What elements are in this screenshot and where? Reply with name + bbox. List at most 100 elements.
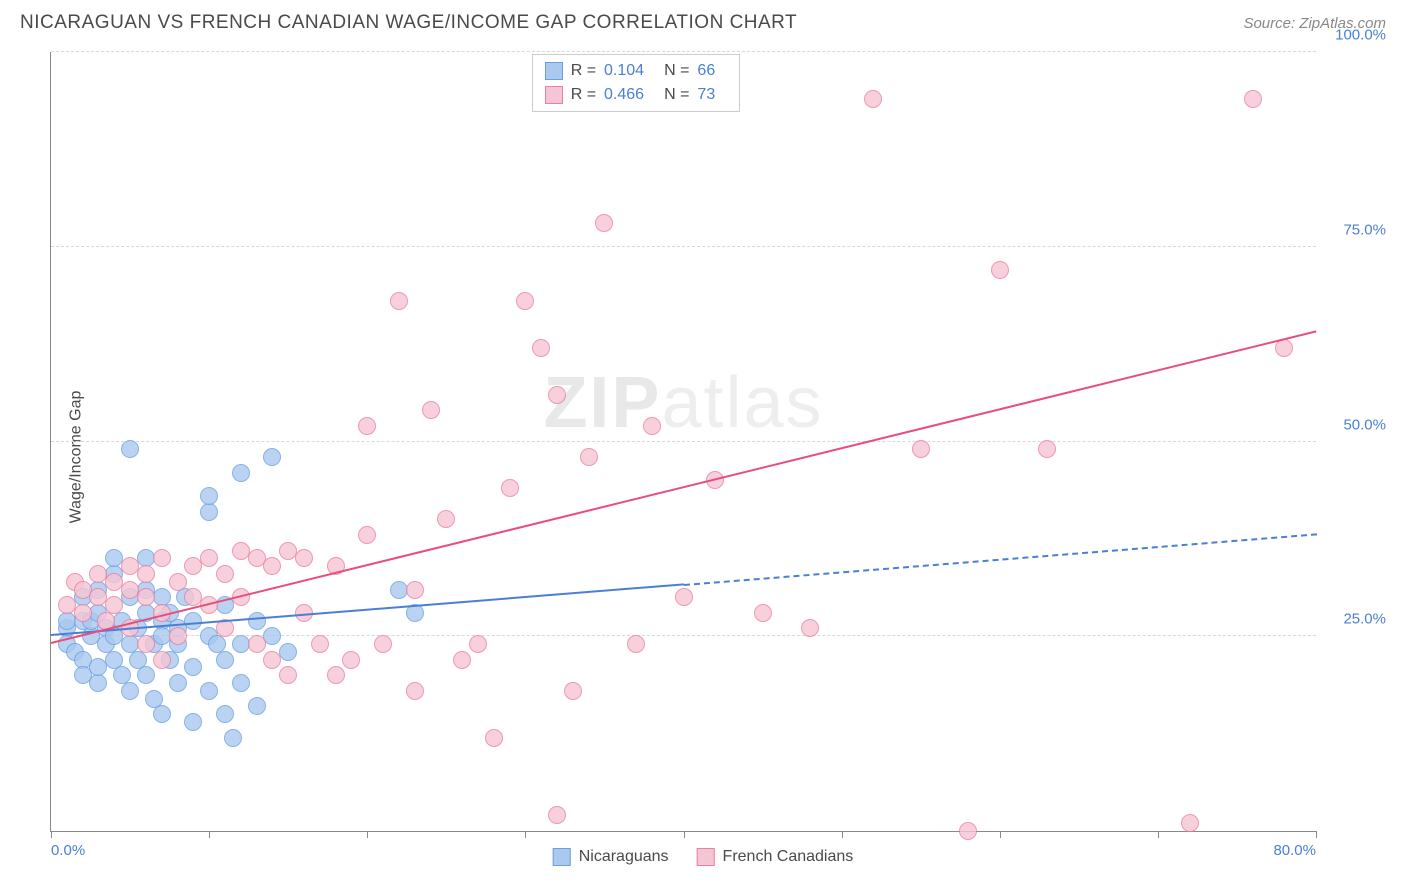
- scatter-point: [137, 588, 155, 606]
- scatter-point: [501, 479, 519, 497]
- chart-title: NICARAGUAN VS FRENCH CANADIAN WAGE/INCOM…: [20, 12, 797, 34]
- scatter-point: [342, 651, 360, 669]
- scatter-point: [153, 705, 171, 723]
- scatter-point: [580, 448, 598, 466]
- n-value-1: 66: [697, 59, 715, 83]
- scatter-point: [991, 261, 1009, 279]
- scatter-point: [564, 682, 582, 700]
- scatter-point: [248, 697, 266, 715]
- scatter-point: [232, 674, 250, 692]
- scatter-point: [754, 604, 772, 622]
- scatter-point: [200, 682, 218, 700]
- scatter-point: [801, 619, 819, 637]
- scatter-point: [216, 705, 234, 723]
- r-label-1: R =: [571, 59, 596, 83]
- scatter-point: [358, 417, 376, 435]
- scatter-point: [406, 682, 424, 700]
- scatter-point: [200, 503, 218, 521]
- scatter-point: [295, 549, 313, 567]
- x-tick: [1316, 831, 1317, 838]
- scatter-point: [279, 643, 297, 661]
- scatter-point: [121, 682, 139, 700]
- scatter-point: [216, 565, 234, 583]
- scatter-point: [89, 674, 107, 692]
- scatter-point: [864, 90, 882, 108]
- scatter-point: [453, 651, 471, 669]
- legend-swatch-nicaraguans: [553, 848, 571, 866]
- scatter-point: [169, 674, 187, 692]
- gridline-h: [51, 441, 1316, 442]
- scatter-point: [627, 635, 645, 653]
- scatter-point: [311, 635, 329, 653]
- scatter-point: [248, 612, 266, 630]
- scatter-point: [532, 339, 550, 357]
- scatter-point: [200, 487, 218, 505]
- scatter-point: [374, 635, 392, 653]
- scatter-point: [200, 549, 218, 567]
- scatter-point: [437, 510, 455, 528]
- scatter-point: [1038, 440, 1056, 458]
- scatter-point: [184, 612, 202, 630]
- scatter-point: [263, 651, 281, 669]
- scatter-point: [548, 386, 566, 404]
- scatter-point: [169, 627, 187, 645]
- swatch-nicaraguans: [545, 62, 563, 80]
- scatter-point: [248, 635, 266, 653]
- scatter-point: [959, 822, 977, 840]
- n-label-2: N =: [664, 83, 689, 107]
- scatter-point: [675, 588, 693, 606]
- scatter-point: [469, 635, 487, 653]
- plot-area: ZIPatlas R = 0.104 N = 66 R = 0.466 N = …: [50, 52, 1316, 832]
- r-value-2: 0.466: [604, 83, 644, 107]
- scatter-point: [358, 526, 376, 544]
- correlation-stats-box: R = 0.104 N = 66 R = 0.466 N = 73: [532, 54, 741, 112]
- scatter-point: [263, 448, 281, 466]
- scatter-point: [137, 635, 155, 653]
- gridline-h: [51, 246, 1316, 247]
- chart-header: NICARAGUAN VS FRENCH CANADIAN WAGE/INCOM…: [0, 0, 1406, 42]
- scatter-point: [153, 651, 171, 669]
- r-label-2: R =: [571, 83, 596, 107]
- scatter-point: [216, 651, 234, 669]
- legend-label-french-canadians: French Canadians: [723, 848, 854, 866]
- legend-label-nicaraguans: Nicaraguans: [579, 848, 669, 866]
- scatter-point: [263, 627, 281, 645]
- stats-row-2: R = 0.466 N = 73: [545, 83, 728, 107]
- chart-container: Wage/Income Gap ZIPatlas R = 0.104 N = 6…: [0, 42, 1406, 872]
- x-tick: [209, 831, 210, 838]
- watermark-thin: atlas: [661, 363, 823, 443]
- stats-row-1: R = 0.104 N = 66: [545, 59, 728, 83]
- n-label-1: N =: [664, 59, 689, 83]
- scatter-point: [422, 401, 440, 419]
- swatch-french-canadians: [545, 86, 563, 104]
- y-tick-label: 100.0%: [1335, 27, 1386, 44]
- y-tick-label: 75.0%: [1343, 221, 1386, 238]
- scatter-point: [105, 596, 123, 614]
- scatter-point: [485, 729, 503, 747]
- x-tick: [525, 831, 526, 838]
- scatter-point: [169, 573, 187, 591]
- y-tick-label: 25.0%: [1343, 611, 1386, 628]
- series-legend: Nicaraguans French Canadians: [553, 848, 854, 866]
- scatter-point: [548, 806, 566, 824]
- scatter-point: [390, 292, 408, 310]
- scatter-point: [153, 549, 171, 567]
- watermark: ZIPatlas: [543, 362, 823, 444]
- y-tick-label: 50.0%: [1343, 416, 1386, 433]
- x-tick: [1158, 831, 1159, 838]
- x-tick: [51, 831, 52, 838]
- scatter-point: [516, 292, 534, 310]
- x-tick-label: 80.0%: [1273, 842, 1316, 859]
- regression-line: [683, 533, 1316, 586]
- scatter-point: [121, 440, 139, 458]
- legend-swatch-french-canadians: [697, 848, 715, 866]
- scatter-point: [406, 581, 424, 599]
- scatter-point: [1181, 814, 1199, 832]
- gridline-h: [51, 51, 1316, 52]
- x-tick: [842, 831, 843, 838]
- x-tick: [1000, 831, 1001, 838]
- scatter-point: [137, 565, 155, 583]
- n-value-2: 73: [697, 83, 715, 107]
- r-value-1: 0.104: [604, 59, 644, 83]
- scatter-point: [1244, 90, 1262, 108]
